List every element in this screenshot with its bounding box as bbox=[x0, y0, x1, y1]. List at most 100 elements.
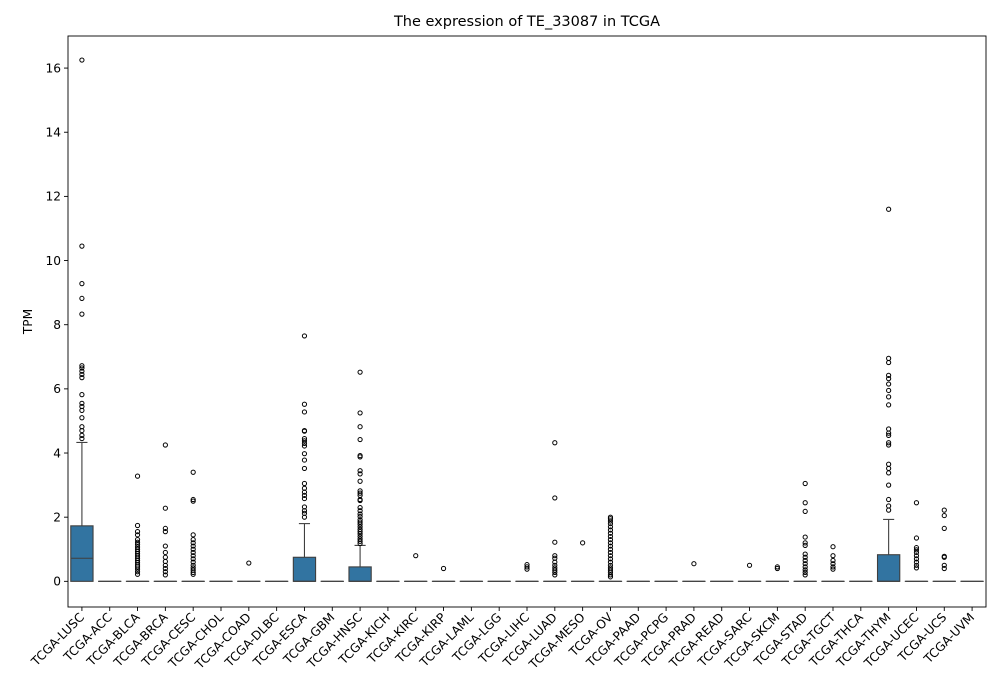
outlier-point bbox=[886, 442, 892, 448]
outlier-point bbox=[357, 369, 363, 375]
outlier-point bbox=[886, 206, 892, 212]
outlier-point bbox=[830, 566, 836, 572]
outlier-point bbox=[941, 512, 947, 519]
outlier-point bbox=[886, 470, 892, 476]
y-tick-label: 16 bbox=[45, 61, 61, 75]
outlier-point bbox=[301, 457, 308, 463]
outlier-point bbox=[162, 565, 168, 572]
outlier-point bbox=[190, 556, 196, 562]
outlier-point bbox=[190, 553, 196, 559]
outlier-point bbox=[190, 562, 196, 568]
outlier-point bbox=[941, 565, 947, 572]
outlier-point bbox=[190, 496, 196, 503]
outlier-point bbox=[607, 537, 614, 543]
outlier-point bbox=[190, 537, 196, 543]
outlier-point bbox=[190, 540, 196, 546]
outlier-point bbox=[691, 561, 697, 567]
outlier-point bbox=[134, 539, 141, 545]
outlier-point bbox=[607, 572, 614, 578]
outlier-point bbox=[301, 443, 308, 449]
outlier-point bbox=[913, 547, 920, 553]
outlier-point bbox=[830, 561, 836, 567]
outlier-point bbox=[134, 541, 141, 548]
outlier-point bbox=[162, 549, 168, 556]
outlier-point bbox=[802, 564, 808, 570]
outlier-point bbox=[134, 529, 141, 535]
outlier-point bbox=[886, 359, 892, 366]
outlier-point bbox=[552, 572, 558, 578]
outlier-point bbox=[607, 533, 614, 540]
outlier-point bbox=[79, 392, 85, 398]
outlier-point bbox=[134, 569, 141, 575]
outlier-point bbox=[357, 468, 363, 474]
outlier-point bbox=[190, 469, 196, 475]
outlier-point bbox=[357, 531, 363, 537]
outlier-point bbox=[301, 492, 308, 498]
y-tick-label: 8 bbox=[53, 318, 61, 332]
outlier-point bbox=[802, 480, 808, 487]
outlier-point bbox=[301, 514, 308, 520]
outlier-point bbox=[301, 489, 308, 495]
outlier-point bbox=[79, 311, 85, 317]
box-group-tcga-kirc bbox=[404, 553, 428, 582]
outlier-point bbox=[802, 567, 808, 573]
outlier-point bbox=[886, 507, 892, 513]
outlier-point bbox=[79, 435, 85, 442]
outlier-point bbox=[162, 562, 168, 568]
outlier-point bbox=[886, 355, 892, 361]
outlier-point bbox=[552, 567, 558, 573]
box-group-tcga-luad bbox=[543, 440, 567, 582]
outlier-point bbox=[802, 569, 808, 575]
outlier-point bbox=[913, 556, 920, 562]
outlier-point bbox=[134, 532, 141, 538]
outlier-point bbox=[79, 365, 85, 371]
outlier-point bbox=[607, 546, 614, 552]
outlier-point bbox=[134, 571, 141, 577]
outlier-point bbox=[913, 559, 920, 565]
outlier-point bbox=[79, 415, 85, 421]
outlier-point bbox=[162, 525, 168, 532]
box-group-tcga-stad bbox=[793, 480, 817, 582]
axes-frame bbox=[67, 35, 987, 608]
outlier-point bbox=[607, 567, 614, 573]
outlier-point bbox=[607, 524, 614, 530]
outlier-point bbox=[79, 368, 85, 374]
outlier-point bbox=[913, 535, 920, 541]
outlier-point bbox=[830, 553, 836, 559]
outlier-point bbox=[552, 539, 558, 545]
outlier-point bbox=[79, 375, 85, 381]
outlier-point bbox=[802, 561, 808, 567]
outlier-point bbox=[357, 521, 363, 527]
outlier-point bbox=[886, 387, 892, 394]
outlier-point bbox=[190, 546, 196, 552]
box-group-tcga-blca bbox=[125, 473, 150, 582]
y-tick-label: 6 bbox=[53, 382, 61, 396]
outlier-point bbox=[802, 534, 808, 540]
outlier-point bbox=[607, 530, 614, 536]
outlier-point bbox=[162, 529, 168, 535]
outlier-point bbox=[79, 281, 85, 287]
outlier-point bbox=[301, 409, 308, 415]
outlier-point bbox=[886, 376, 892, 382]
outlier-point bbox=[162, 505, 168, 511]
outlier-point bbox=[357, 513, 363, 520]
plot-area: 0246810121416TCGA-LUSCTCGA-ACCTCGA-BLCAT… bbox=[28, 57, 984, 672]
box-group-tcga-lusc bbox=[70, 57, 94, 582]
outlier-point bbox=[802, 500, 808, 506]
outlier-point bbox=[830, 544, 836, 550]
outlier-point bbox=[802, 540, 808, 546]
outlier-point bbox=[913, 545, 920, 551]
outlier-point bbox=[357, 504, 363, 511]
outlier-point bbox=[357, 508, 363, 514]
outlier-point bbox=[440, 565, 447, 572]
outlier-point bbox=[607, 518, 614, 524]
outlier-point bbox=[607, 574, 614, 580]
outlier-point bbox=[190, 569, 196, 575]
outlier-point bbox=[357, 471, 363, 477]
outlier-point bbox=[162, 554, 168, 560]
outlier-point bbox=[79, 243, 85, 249]
outlier-point bbox=[607, 556, 614, 562]
outlier-point bbox=[886, 440, 892, 446]
outlier-point bbox=[607, 540, 614, 546]
iqr-box bbox=[876, 554, 901, 582]
